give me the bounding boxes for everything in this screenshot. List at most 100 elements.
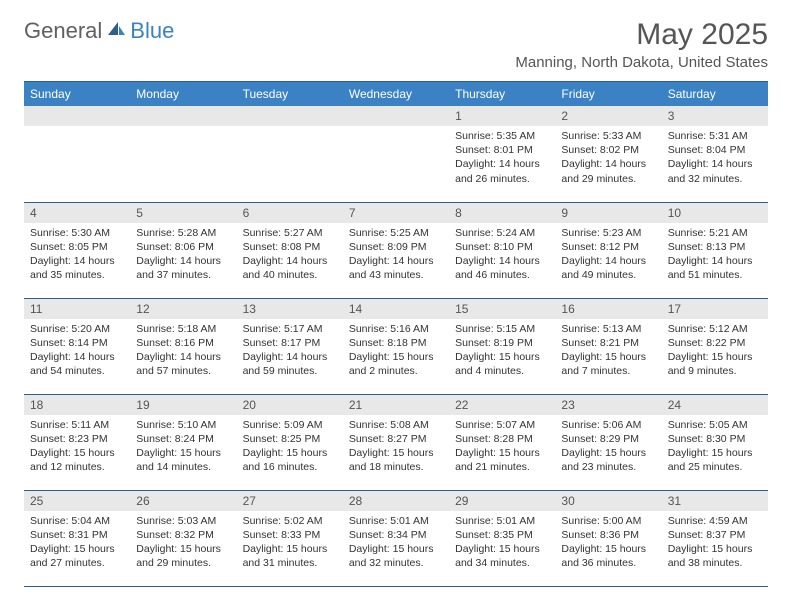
day-number: 24 (662, 395, 768, 415)
day-number: 30 (555, 491, 661, 511)
day-detail: Sunrise: 5:05 AMSunset: 8:30 PMDaylight:… (662, 415, 768, 479)
day-number: 29 (449, 491, 555, 511)
weekday-header: Thursday (449, 82, 555, 107)
calendar-row: 11Sunrise: 5:20 AMSunset: 8:14 PMDayligh… (24, 298, 768, 394)
day-detail: Sunrise: 5:11 AMSunset: 8:23 PMDaylight:… (24, 415, 130, 479)
day-detail: Sunrise: 5:03 AMSunset: 8:32 PMDaylight:… (130, 511, 236, 575)
day-number: 11 (24, 299, 130, 319)
day-detail: Sunrise: 5:33 AMSunset: 8:02 PMDaylight:… (555, 126, 661, 190)
title-block: May 2025 Manning, North Dakota, United S… (515, 18, 768, 77)
day-detail: Sunrise: 4:59 AMSunset: 8:37 PMDaylight:… (662, 511, 768, 575)
header: General Blue May 2025 Manning, North Dak… (24, 18, 768, 77)
day-detail: Sunrise: 5:08 AMSunset: 8:27 PMDaylight:… (343, 415, 449, 479)
calendar-cell: 17Sunrise: 5:12 AMSunset: 8:22 PMDayligh… (662, 298, 768, 394)
calendar-cell: 30Sunrise: 5:00 AMSunset: 8:36 PMDayligh… (555, 490, 661, 586)
day-detail: Sunrise: 5:02 AMSunset: 8:33 PMDaylight:… (237, 511, 343, 575)
day-number: 6 (237, 203, 343, 223)
calendar-cell: 1Sunrise: 5:35 AMSunset: 8:01 PMDaylight… (449, 106, 555, 202)
calendar-cell: 26Sunrise: 5:03 AMSunset: 8:32 PMDayligh… (130, 490, 236, 586)
day-number: 17 (662, 299, 768, 319)
calendar-row: 18Sunrise: 5:11 AMSunset: 8:23 PMDayligh… (24, 394, 768, 490)
calendar-cell: 22Sunrise: 5:07 AMSunset: 8:28 PMDayligh… (449, 394, 555, 490)
calendar-table: SundayMondayTuesdayWednesdayThursdayFrid… (24, 81, 768, 587)
day-detail: Sunrise: 5:17 AMSunset: 8:17 PMDaylight:… (237, 319, 343, 383)
day-number: 10 (662, 203, 768, 223)
calendar-cell: 31Sunrise: 4:59 AMSunset: 8:37 PMDayligh… (662, 490, 768, 586)
calendar-cell: 8Sunrise: 5:24 AMSunset: 8:10 PMDaylight… (449, 202, 555, 298)
calendar-cell: 5Sunrise: 5:28 AMSunset: 8:06 PMDaylight… (130, 202, 236, 298)
month-title: May 2025 (515, 18, 768, 52)
calendar-cell: 23Sunrise: 5:06 AMSunset: 8:29 PMDayligh… (555, 394, 661, 490)
day-number: 1 (449, 106, 555, 126)
calendar-cell: 13Sunrise: 5:17 AMSunset: 8:17 PMDayligh… (237, 298, 343, 394)
day-number: 21 (343, 395, 449, 415)
calendar-cell: 24Sunrise: 5:05 AMSunset: 8:30 PMDayligh… (662, 394, 768, 490)
day-detail: Sunrise: 5:07 AMSunset: 8:28 PMDaylight:… (449, 415, 555, 479)
weekday-header: Saturday (662, 82, 768, 107)
day-detail: Sunrise: 5:10 AMSunset: 8:24 PMDaylight:… (130, 415, 236, 479)
day-number: 26 (130, 491, 236, 511)
calendar-body: 1Sunrise: 5:35 AMSunset: 8:01 PMDaylight… (24, 106, 768, 586)
calendar-cell: 20Sunrise: 5:09 AMSunset: 8:25 PMDayligh… (237, 394, 343, 490)
day-detail: Sunrise: 5:31 AMSunset: 8:04 PMDaylight:… (662, 126, 768, 190)
day-detail: Sunrise: 5:23 AMSunset: 8:12 PMDaylight:… (555, 223, 661, 287)
calendar-cell: 2Sunrise: 5:33 AMSunset: 8:02 PMDaylight… (555, 106, 661, 202)
day-number: 31 (662, 491, 768, 511)
day-detail: Sunrise: 5:30 AMSunset: 8:05 PMDaylight:… (24, 223, 130, 287)
day-number: 9 (555, 203, 661, 223)
calendar-cell: 7Sunrise: 5:25 AMSunset: 8:09 PMDaylight… (343, 202, 449, 298)
calendar-cell: 28Sunrise: 5:01 AMSunset: 8:34 PMDayligh… (343, 490, 449, 586)
day-number: 8 (449, 203, 555, 223)
day-number: 2 (555, 106, 661, 126)
calendar-cell: 4Sunrise: 5:30 AMSunset: 8:05 PMDaylight… (24, 202, 130, 298)
day-detail: Sunrise: 5:15 AMSunset: 8:19 PMDaylight:… (449, 319, 555, 383)
day-number (24, 106, 130, 126)
calendar-cell: 11Sunrise: 5:20 AMSunset: 8:14 PMDayligh… (24, 298, 130, 394)
brand-name-1: General (24, 18, 102, 44)
calendar-cell: 16Sunrise: 5:13 AMSunset: 8:21 PMDayligh… (555, 298, 661, 394)
day-detail: Sunrise: 5:28 AMSunset: 8:06 PMDaylight:… (130, 223, 236, 287)
calendar-cell: 18Sunrise: 5:11 AMSunset: 8:23 PMDayligh… (24, 394, 130, 490)
calendar-cell (237, 106, 343, 202)
day-number: 28 (343, 491, 449, 511)
day-detail: Sunrise: 5:13 AMSunset: 8:21 PMDaylight:… (555, 319, 661, 383)
day-number (343, 106, 449, 126)
weekday-header: Friday (555, 82, 661, 107)
day-number: 4 (24, 203, 130, 223)
weekday-header-row: SundayMondayTuesdayWednesdayThursdayFrid… (24, 82, 768, 107)
day-detail: Sunrise: 5:18 AMSunset: 8:16 PMDaylight:… (130, 319, 236, 383)
calendar-row: 4Sunrise: 5:30 AMSunset: 8:05 PMDaylight… (24, 202, 768, 298)
day-detail: Sunrise: 5:21 AMSunset: 8:13 PMDaylight:… (662, 223, 768, 287)
day-detail: Sunrise: 5:04 AMSunset: 8:31 PMDaylight:… (24, 511, 130, 575)
calendar-cell (130, 106, 236, 202)
day-detail: Sunrise: 5:16 AMSunset: 8:18 PMDaylight:… (343, 319, 449, 383)
day-number: 19 (130, 395, 236, 415)
calendar-cell: 21Sunrise: 5:08 AMSunset: 8:27 PMDayligh… (343, 394, 449, 490)
day-detail: Sunrise: 5:25 AMSunset: 8:09 PMDaylight:… (343, 223, 449, 287)
calendar-cell: 19Sunrise: 5:10 AMSunset: 8:24 PMDayligh… (130, 394, 236, 490)
day-detail: Sunrise: 5:35 AMSunset: 8:01 PMDaylight:… (449, 126, 555, 190)
day-number: 12 (130, 299, 236, 319)
calendar-cell: 27Sunrise: 5:02 AMSunset: 8:33 PMDayligh… (237, 490, 343, 586)
calendar-cell: 14Sunrise: 5:16 AMSunset: 8:18 PMDayligh… (343, 298, 449, 394)
day-number: 22 (449, 395, 555, 415)
day-number (130, 106, 236, 126)
day-detail: Sunrise: 5:00 AMSunset: 8:36 PMDaylight:… (555, 511, 661, 575)
day-number: 13 (237, 299, 343, 319)
day-detail: Sunrise: 5:12 AMSunset: 8:22 PMDaylight:… (662, 319, 768, 383)
calendar-cell: 3Sunrise: 5:31 AMSunset: 8:04 PMDaylight… (662, 106, 768, 202)
day-number: 15 (449, 299, 555, 319)
day-number: 5 (130, 203, 236, 223)
calendar-cell: 25Sunrise: 5:04 AMSunset: 8:31 PMDayligh… (24, 490, 130, 586)
day-detail: Sunrise: 5:06 AMSunset: 8:29 PMDaylight:… (555, 415, 661, 479)
calendar-cell (343, 106, 449, 202)
day-number: 18 (24, 395, 130, 415)
day-number (237, 106, 343, 126)
brand-logo: General Blue (24, 18, 174, 44)
day-detail: Sunrise: 5:24 AMSunset: 8:10 PMDaylight:… (449, 223, 555, 287)
weekday-header: Tuesday (237, 82, 343, 107)
weekday-header: Wednesday (343, 82, 449, 107)
day-number: 27 (237, 491, 343, 511)
day-number: 23 (555, 395, 661, 415)
calendar-row: 25Sunrise: 5:04 AMSunset: 8:31 PMDayligh… (24, 490, 768, 586)
